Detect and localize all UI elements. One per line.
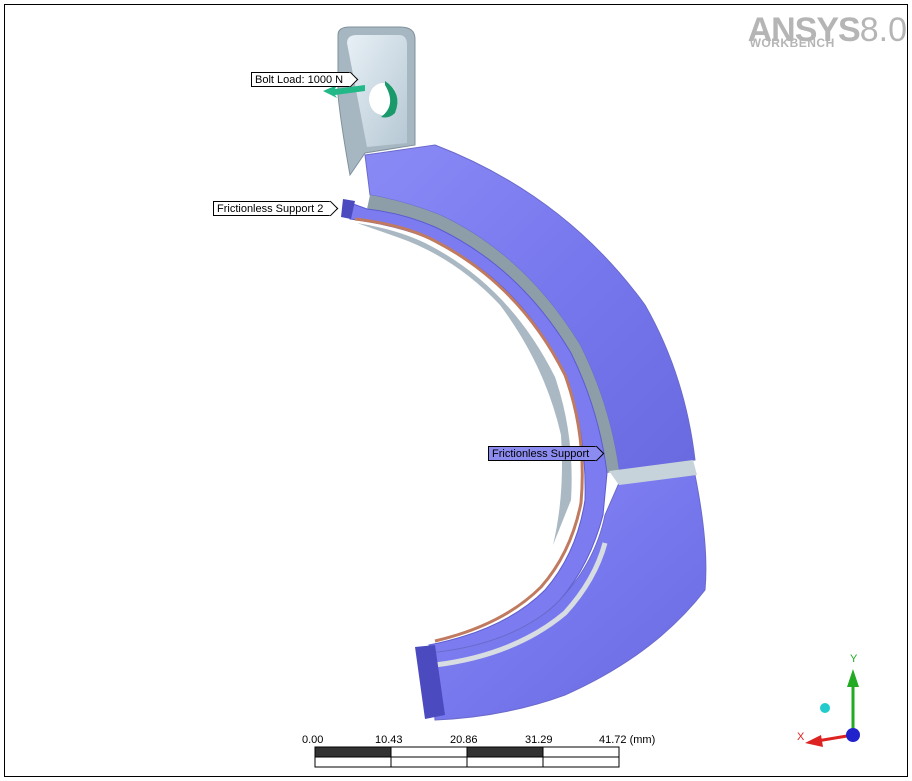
frictionless-support-label: Frictionless Support [492, 448, 590, 460]
frictionless-support-callout[interactable]: Frictionless Support [488, 445, 605, 462]
scale-bar [314, 746, 620, 768]
model-view[interactable] [5, 5, 908, 777]
separator-band [367, 195, 619, 473]
lower-end-block [415, 645, 445, 719]
bolt-load-callout-label: Bolt Load: 1000 N [255, 74, 344, 86]
ansys-logo: ANSYS8.0 WORKBENCH [748, 11, 907, 50]
scale-tick-3: 31.29 [525, 734, 553, 746]
scale-tick-1: 10.43 [375, 734, 403, 746]
upper-end-block [341, 199, 355, 219]
lower-groove [434, 542, 608, 668]
axis-x-label: X [797, 731, 805, 743]
bolt-load-callout[interactable]: Bolt Load: 1000 N [251, 71, 359, 88]
logo-main: ANSYS [747, 11, 861, 49]
segment-gap [609, 460, 697, 485]
bolt-load-arrow-icon [323, 85, 365, 98]
scale-tick-4: 41.72 (mm) [599, 734, 656, 746]
logo-version: 8.0 [859, 11, 907, 49]
coordinate-triad [805, 669, 860, 747]
frictionless-support-2-callout[interactable]: Frictionless Support 2 [213, 200, 339, 217]
graphics-viewport[interactable]: ANSYS8.0 WORKBENCH Bolt Load: 1000 N Fri… [4, 4, 908, 777]
bolt-load-marker [381, 81, 398, 118]
scale-tick-0: 0.00 [302, 734, 324, 746]
clamp-lower-segment [428, 474, 707, 721]
scale-tick-2: 20.86 [450, 734, 478, 746]
logo-sub: WORKBENCH [749, 36, 835, 50]
axis-y-label: Y [850, 653, 858, 665]
frictionless-support-2-label: Frictionless Support 2 [217, 203, 324, 215]
contact-surface [354, 217, 584, 643]
